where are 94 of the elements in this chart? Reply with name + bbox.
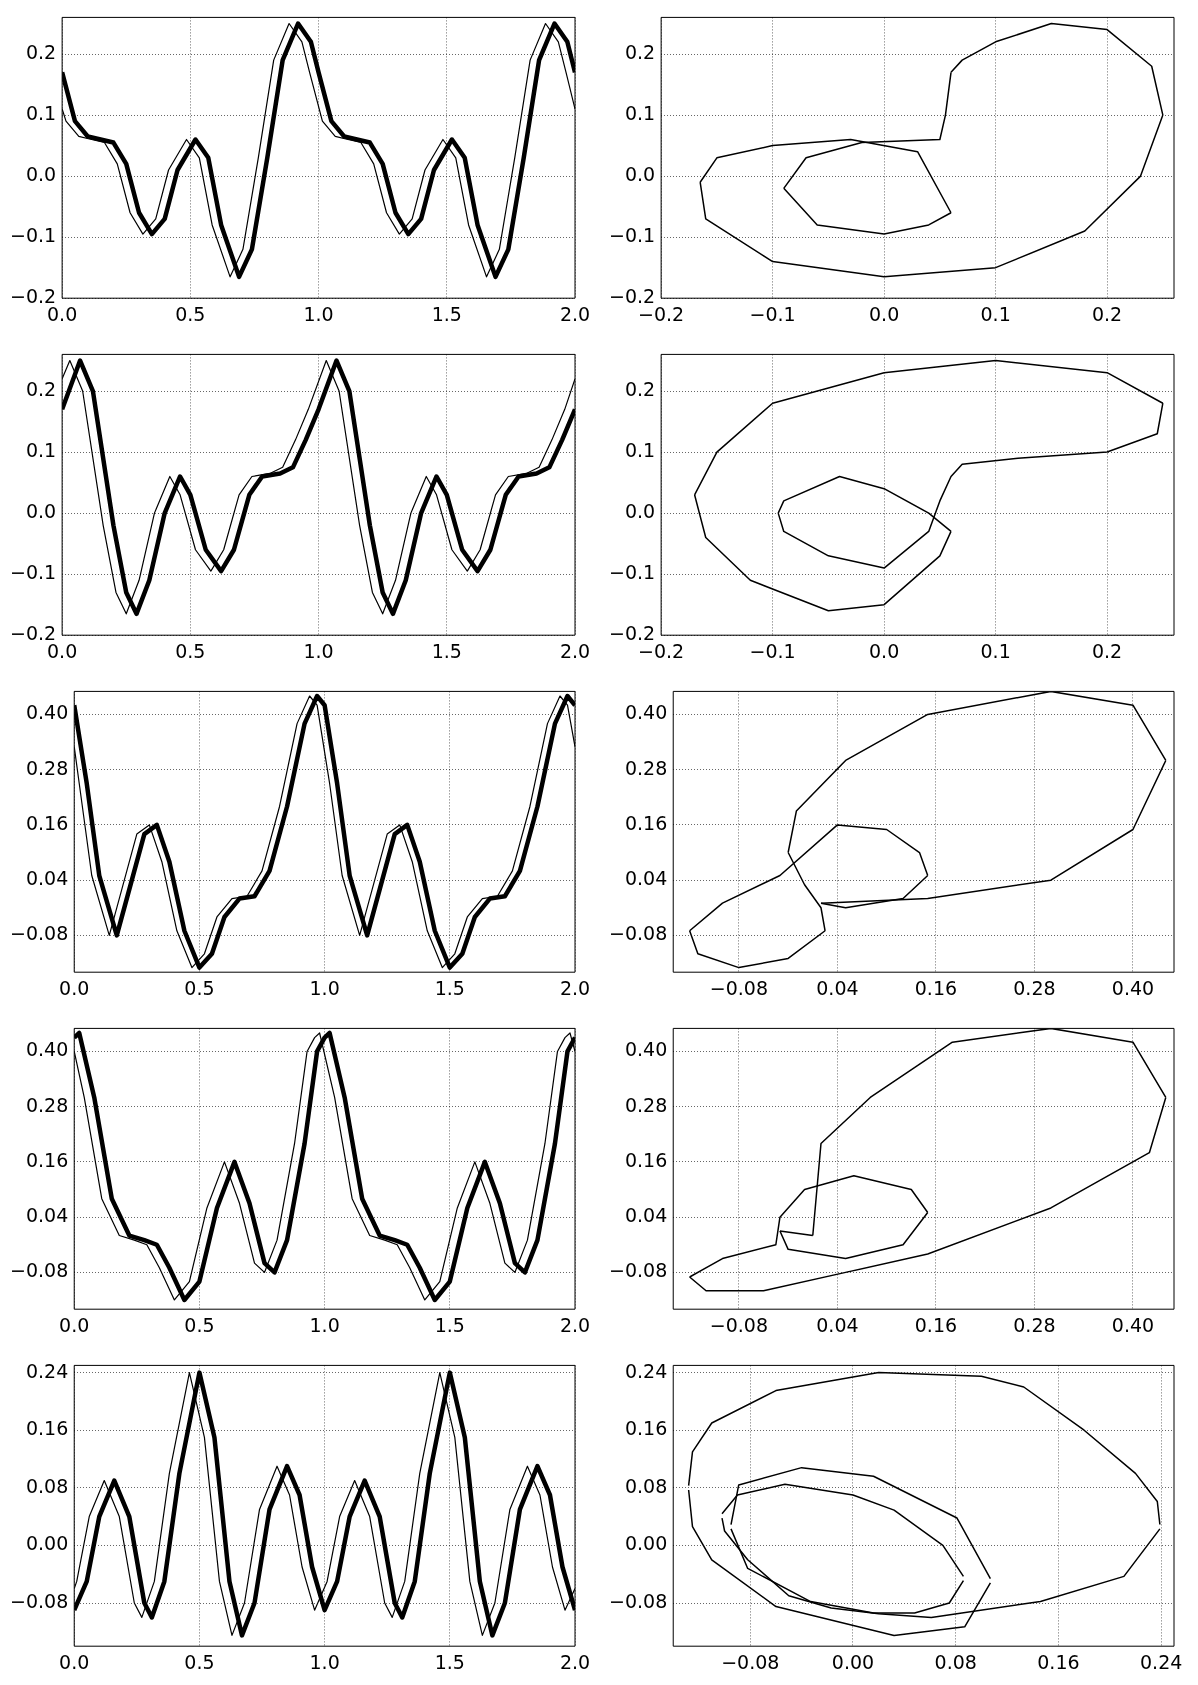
x-tick-label: 0.08 bbox=[934, 1650, 977, 1673]
x-tick-label: 0.00 bbox=[831, 1650, 875, 1673]
x-tick-label: 0.40 bbox=[1111, 976, 1155, 999]
y-tick-label: 0.28 bbox=[25, 756, 69, 779]
y-tick-label: 0.04 bbox=[25, 1204, 69, 1227]
x-tick-label: 0.2 bbox=[1092, 639, 1123, 662]
x-tick-label: 1.5 bbox=[434, 1650, 465, 1673]
x-tick-label: 2.0 bbox=[559, 302, 591, 325]
x-tick-label: 1.5 bbox=[434, 1313, 465, 1336]
x-tick-label: 0.5 bbox=[184, 1650, 215, 1673]
x-tick-label: −0.1 bbox=[749, 302, 796, 325]
y-tick-label: 0.04 bbox=[624, 1204, 668, 1227]
y-tick-label: −0.08 bbox=[608, 922, 668, 945]
x-tick-label: 1.5 bbox=[431, 639, 462, 662]
x-tick-label: 1.5 bbox=[431, 302, 462, 325]
y-tick-label: −0.08 bbox=[9, 922, 69, 945]
x-tick-label: 1.5 bbox=[434, 976, 465, 999]
y-tick-label: 0.0 bbox=[25, 163, 57, 186]
x-tick-label: 0.0 bbox=[869, 302, 900, 325]
x-tick-label: 1.0 bbox=[303, 302, 334, 325]
x-tick-label: 2.0 bbox=[559, 639, 591, 662]
y-tick-label: 0.2 bbox=[25, 377, 57, 400]
y-tick-label: 0.04 bbox=[25, 867, 69, 890]
y-tick-label: −0.08 bbox=[9, 1589, 69, 1612]
x-tick-label: 0.04 bbox=[816, 1313, 859, 1336]
y-tick-label: −0.2 bbox=[10, 285, 57, 308]
y-tick-label: 0.08 bbox=[25, 1474, 69, 1497]
x-tick-label: 0.28 bbox=[1013, 1313, 1056, 1336]
x-tick-label: 0.0 bbox=[59, 1650, 90, 1673]
y-tick-label: 0.16 bbox=[25, 1417, 69, 1440]
x-tick-label: −0.08 bbox=[709, 1313, 769, 1336]
x-tick-label: 0.0 bbox=[869, 639, 900, 662]
y-tick-label: −0.08 bbox=[608, 1589, 668, 1612]
y-tick-label: 0.2 bbox=[25, 40, 57, 63]
x-tick-label: 0.0 bbox=[59, 1313, 90, 1336]
y-tick-label: 0.00 bbox=[25, 1532, 69, 1555]
y-tick-label: 0.2 bbox=[624, 377, 656, 400]
x-tick-label: 2.0 bbox=[559, 976, 591, 999]
x-tick-label: −0.1 bbox=[749, 639, 796, 662]
x-tick-label: 1.0 bbox=[309, 1313, 340, 1336]
y-tick-label: −0.08 bbox=[608, 1259, 668, 1282]
y-tick-label: 0.28 bbox=[624, 1093, 668, 1116]
x-tick-label: 0.16 bbox=[914, 1313, 958, 1336]
y-tick-label: 0.1 bbox=[25, 439, 57, 462]
x-tick-label: 2.0 bbox=[559, 1650, 591, 1673]
y-tick-label: 0.1 bbox=[624, 102, 656, 125]
x-tick-label: 0.16 bbox=[1037, 1650, 1080, 1673]
x-tick-label: 0.16 bbox=[914, 976, 958, 999]
y-tick-label: 0.04 bbox=[624, 867, 668, 890]
y-tick-label: 0.40 bbox=[624, 1038, 668, 1061]
y-tick-label: −0.08 bbox=[9, 1259, 69, 1282]
x-tick-label: 0.28 bbox=[1013, 976, 1056, 999]
x-tick-label: 2.0 bbox=[559, 1313, 591, 1336]
y-tick-label: −0.1 bbox=[10, 224, 57, 247]
x-tick-label: −0.08 bbox=[721, 1650, 780, 1673]
x-tick-label: 0.5 bbox=[184, 976, 215, 999]
y-tick-label: 0.0 bbox=[25, 500, 57, 523]
x-tick-label: 0.2 bbox=[1092, 302, 1123, 325]
x-tick-label: 0.40 bbox=[1111, 1313, 1155, 1336]
x-tick-label: 0.24 bbox=[1140, 1650, 1183, 1673]
y-tick-label: 0.24 bbox=[25, 1359, 69, 1382]
y-tick-label: 0.0 bbox=[624, 500, 656, 523]
y-tick-label: 0.28 bbox=[25, 1093, 69, 1116]
y-tick-label: −0.1 bbox=[609, 561, 656, 584]
y-tick-label: 0.1 bbox=[25, 102, 57, 125]
y-tick-label: 0.16 bbox=[25, 1148, 69, 1171]
y-tick-label: 0.40 bbox=[25, 1038, 69, 1061]
x-tick-label: −0.08 bbox=[709, 976, 769, 999]
y-tick-label: 0.16 bbox=[624, 811, 668, 834]
x-tick-label: 0.1 bbox=[980, 302, 1011, 325]
x-tick-label: 1.0 bbox=[309, 1650, 340, 1673]
y-tick-label: 0.1 bbox=[624, 439, 656, 462]
y-tick-label: −0.2 bbox=[10, 622, 57, 645]
y-tick-label: 0.40 bbox=[624, 701, 668, 724]
y-tick-label: −0.1 bbox=[609, 224, 656, 247]
x-tick-label: 0.04 bbox=[816, 976, 859, 999]
y-tick-label: 0.16 bbox=[25, 811, 69, 834]
y-tick-label: 0.28 bbox=[624, 756, 668, 779]
x-tick-label: 0.5 bbox=[175, 302, 206, 325]
y-tick-label: 0.16 bbox=[624, 1417, 668, 1440]
x-tick-label: 1.0 bbox=[303, 639, 334, 662]
y-tick-label: 0.0 bbox=[624, 163, 656, 186]
x-tick-label: 1.0 bbox=[309, 976, 340, 999]
x-tick-label: 0.0 bbox=[59, 976, 90, 999]
y-tick-label: 0.00 bbox=[624, 1532, 668, 1555]
y-tick-label: 0.16 bbox=[624, 1148, 668, 1171]
y-tick-label: 0.40 bbox=[25, 701, 69, 724]
y-tick-label: 0.2 bbox=[624, 40, 656, 63]
y-tick-label: −0.1 bbox=[10, 561, 57, 584]
x-tick-label: 0.1 bbox=[980, 639, 1011, 662]
x-tick-label: 0.5 bbox=[175, 639, 206, 662]
y-tick-label: 0.24 bbox=[624, 1359, 668, 1382]
y-tick-label: 0.08 bbox=[624, 1474, 668, 1497]
x-tick-label: 0.5 bbox=[184, 1313, 215, 1336]
